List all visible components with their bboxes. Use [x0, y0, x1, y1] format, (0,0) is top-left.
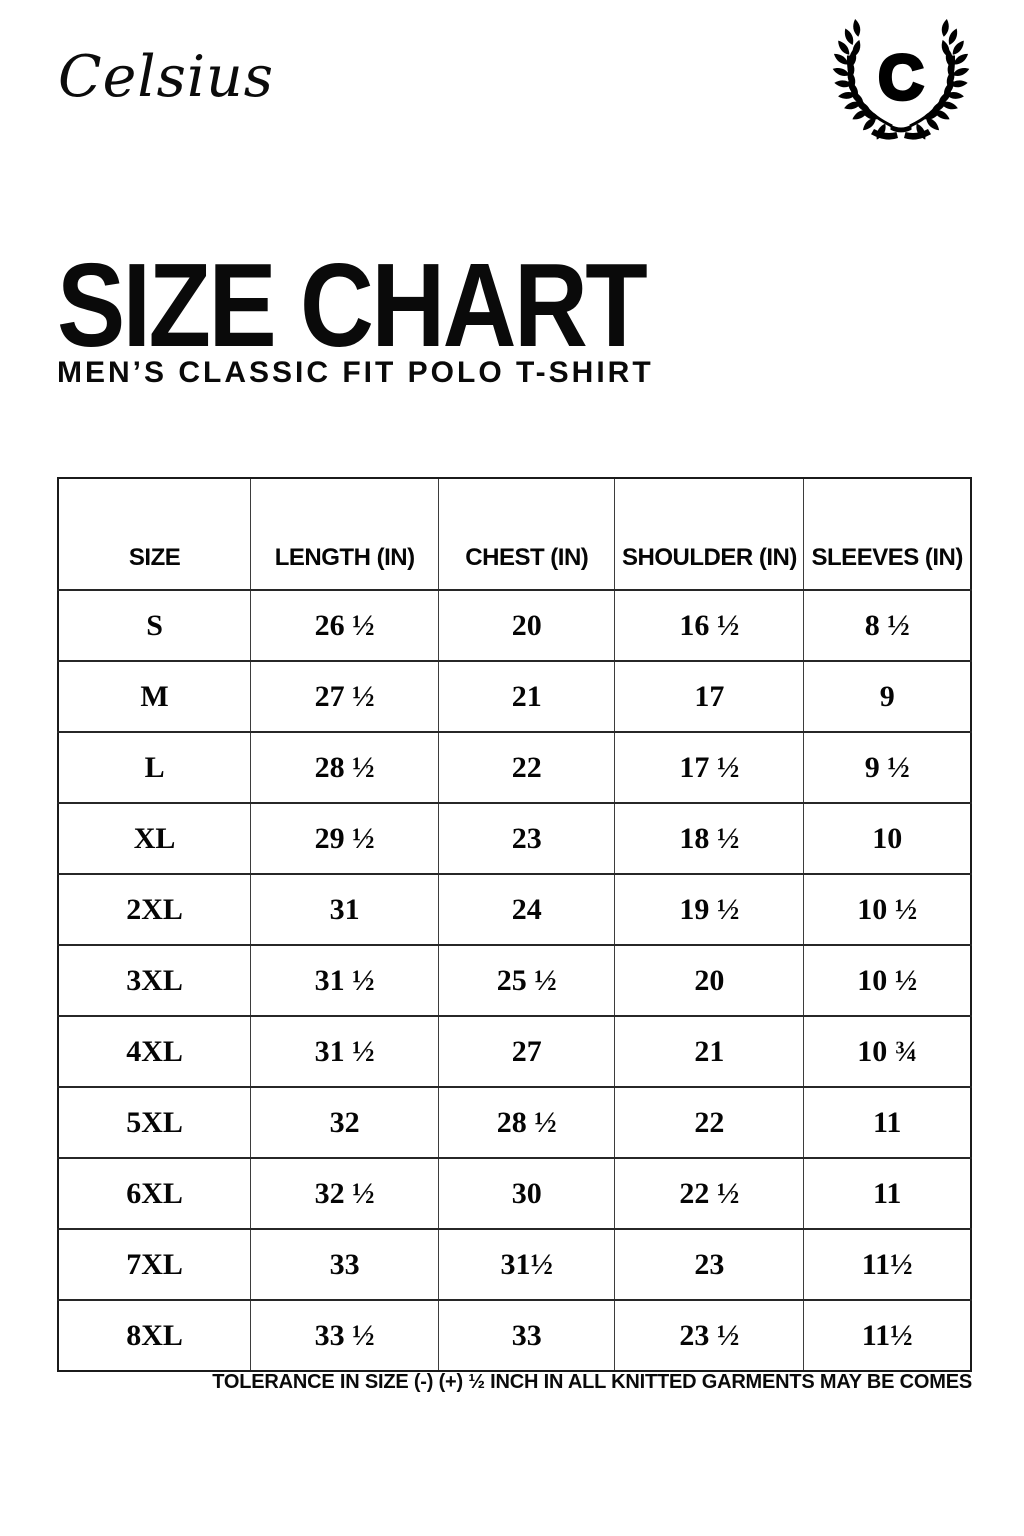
column-header-sleeves: SLEEVES (IN) [803, 478, 971, 590]
length-value-cell: 33 ½ [250, 1300, 439, 1371]
chest-value-cell: 22 [438, 732, 615, 803]
logo-letter: C [878, 43, 924, 113]
length-value-cell: 26 ½ [250, 590, 439, 661]
size-table-head: SIZE LENGTH (IN) CHEST (IN) SHOULDER (IN) SL… [58, 478, 971, 590]
column-header-length: LENGTH (IN) [250, 478, 439, 590]
sleeves-value-cell: 9 [803, 661, 971, 732]
column-header-chest: CHEST (IN) [438, 478, 615, 590]
length-value-cell: 32 ½ [250, 1158, 439, 1229]
sleeves-value-cell: 11½ [803, 1229, 971, 1300]
sleeves-value-cell: 11½ [803, 1300, 971, 1371]
sleeves-value-cell: 10 ¾ [803, 1016, 971, 1087]
size-label-cell: 4XL [126, 1034, 183, 1068]
shoulder-value-cell: 16 ½ [614, 590, 804, 661]
brand-wordmark: Celsius [58, 44, 275, 110]
length-value-cell: 31 ½ [250, 1016, 439, 1087]
shoulder-value-cell: 17 [614, 661, 804, 732]
shoulder-value-cell: 21 [614, 1016, 804, 1087]
size-label-cell: S [146, 608, 163, 642]
shoulder-value-cell: 23 ½ [614, 1300, 804, 1371]
chest-value-cell: 20 [438, 590, 615, 661]
sleeves-value-cell: 10 ½ [803, 874, 971, 945]
size-label-cell: XL [133, 821, 176, 855]
length-value-cell: 33 [250, 1229, 439, 1300]
length-value-cell: 31 [250, 874, 439, 945]
sleeves-value-cell: 11 [803, 1087, 971, 1158]
shoulder-value-cell: 22 [614, 1087, 804, 1158]
chest-value-cell: 24 [438, 874, 615, 945]
column-header-shoulder: SHOULDER (IN) [614, 478, 804, 590]
table-row-7XL: 7XL 33 31½ 23 11½ [58, 1229, 971, 1300]
chest-value-cell: 33 [438, 1300, 615, 1371]
length-value-cell: 32 [250, 1087, 439, 1158]
shoulder-value-cell: 20 [614, 945, 804, 1016]
size-label-cell: 7XL [126, 1247, 183, 1281]
chest-value-cell: 28 ½ [438, 1087, 615, 1158]
table-row-5XL: 5XL 32 28 ½ 22 11 [58, 1087, 971, 1158]
size-label-cell: M [140, 679, 169, 713]
shoulder-value-cell: 19 ½ [614, 874, 804, 945]
length-value-cell: 27 ½ [250, 661, 439, 732]
sleeves-value-cell: 10 [803, 803, 971, 874]
chest-value-cell: 27 [438, 1016, 615, 1087]
shoulder-value-cell: 18 ½ [614, 803, 804, 874]
length-value-cell: 31 ½ [250, 945, 439, 1016]
laurel-wreath-icon: C [826, 18, 976, 150]
brand-crest: C [826, 18, 976, 150]
table-row-3XL: 3XL 31 ½ 25 ½ 20 10 ½ [58, 945, 971, 1016]
size-label-cell: L [144, 750, 165, 784]
page-title: SIZE CHART [57, 239, 648, 372]
sleeves-value-cell: 10 ½ [803, 945, 971, 1016]
chest-value-cell: 31½ [438, 1229, 615, 1300]
size-table: SIZE LENGTH (IN) CHEST (IN) SHOULDER (IN) SL… [57, 477, 972, 1372]
size-label-cell: 2XL [126, 892, 183, 926]
sleeves-value-cell: 8 ½ [803, 590, 971, 661]
column-header-size: SIZE [128, 544, 181, 571]
length-value-cell: 28 ½ [250, 732, 439, 803]
size-label-cell: 5XL [126, 1105, 183, 1139]
table-row-8XL: 8XL 33 ½ 33 23 ½ 11½ [58, 1300, 971, 1371]
page-subtitle: MEN’S CLASSIC FIT POLO T-SHIRT [57, 356, 654, 389]
table-row-2XL: 2XL 31 24 19 ½ 10 ½ [58, 874, 971, 945]
size-label-cell: 8XL [126, 1318, 183, 1352]
table-row-M: M 27 ½ 21 17 9 [58, 661, 971, 732]
table-row-XL: XL 29 ½ 23 18 ½ 10 [58, 803, 971, 874]
sleeves-value-cell: 9 ½ [803, 732, 971, 803]
table-header-row: SIZE LENGTH (IN) CHEST (IN) SHOULDER (IN) SL… [58, 478, 971, 590]
chest-value-cell: 21 [438, 661, 615, 732]
chest-value-cell: 25 ½ [438, 945, 615, 1016]
table-row-4XL: 4XL 31 ½ 27 21 10 ¾ [58, 1016, 971, 1087]
chest-value-cell: 23 [438, 803, 615, 874]
size-label-cell: 3XL [126, 963, 183, 997]
table-row-6XL: 6XL 32 ½ 30 22 ½ 11 [58, 1158, 971, 1229]
size-label-cell: 6XL [126, 1176, 183, 1210]
sleeves-value-cell: 11 [803, 1158, 971, 1229]
tolerance-note: TOLERANCE IN SIZE (-) (+) ½ INCH IN ALL … [212, 1371, 972, 1393]
shoulder-value-cell: 17 ½ [614, 732, 804, 803]
length-value-cell: 29 ½ [250, 803, 439, 874]
chest-value-cell: 30 [438, 1158, 615, 1229]
shoulder-value-cell: 23 [614, 1229, 804, 1300]
shoulder-value-cell: 22 ½ [614, 1158, 804, 1229]
